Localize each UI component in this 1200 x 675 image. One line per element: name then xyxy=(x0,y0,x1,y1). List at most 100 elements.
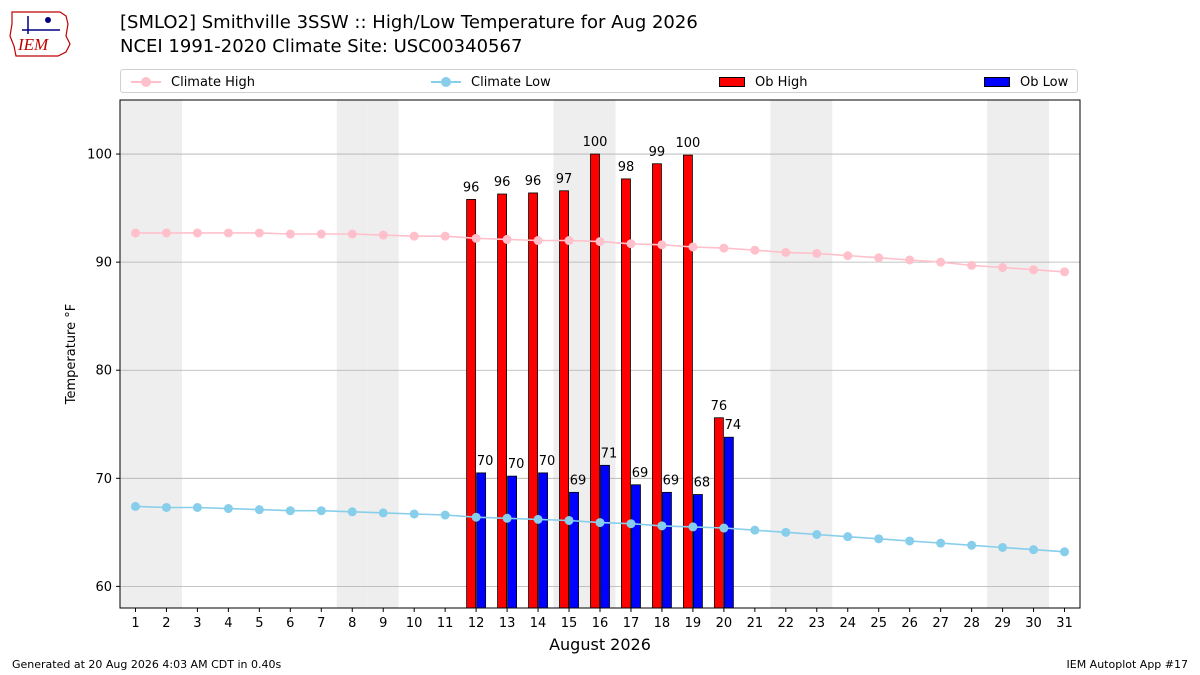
x-tick-label: 16 xyxy=(592,616,609,631)
x-tick-label: 30 xyxy=(1025,616,1042,631)
y-tick-label: 90 xyxy=(95,256,112,271)
climate-low-point xyxy=(440,510,450,520)
legend-label-climate-low: Climate Low xyxy=(471,74,551,90)
y-axis-label: Temperature °F xyxy=(64,304,79,405)
x-tick-label: 3 xyxy=(193,616,201,631)
x-tick-label: 31 xyxy=(1056,616,1073,631)
climate-high-point xyxy=(657,240,667,250)
climate-high-point xyxy=(1060,267,1070,277)
ob-high-label: 100 xyxy=(675,136,700,151)
x-tick-label: 6 xyxy=(286,616,294,631)
x-tick-label: 8 xyxy=(348,616,356,631)
climate-high-point xyxy=(998,263,1008,273)
climate-high-point xyxy=(471,233,481,243)
climate-high-point xyxy=(936,257,946,267)
climate-high-point xyxy=(626,239,636,249)
climate-low-point xyxy=(130,501,140,511)
climate-low-point xyxy=(657,521,667,531)
weekend-band xyxy=(987,100,1019,608)
x-tick-label: 28 xyxy=(963,616,980,631)
ob-high-label: 97 xyxy=(556,172,573,187)
ob-low-label: 71 xyxy=(601,446,618,461)
y-tick-label: 80 xyxy=(95,364,112,379)
ob-high-label: 96 xyxy=(463,180,480,195)
climate-low-point xyxy=(688,522,698,532)
climate-low-point xyxy=(595,518,605,528)
climate-high-point xyxy=(347,229,357,239)
ob-high-bar xyxy=(466,199,477,609)
ob-low-label: 70 xyxy=(539,454,556,469)
chart-subtitle: NCEI 1991-2020 Climate Site: USC00340567 xyxy=(120,36,523,57)
ob-low-label: 70 xyxy=(477,454,494,469)
ob-low-label: 69 xyxy=(570,473,587,488)
climate-low-point xyxy=(285,506,295,516)
x-tick-label: 2 xyxy=(162,616,170,631)
ob-high-label: 99 xyxy=(649,145,666,160)
climate-high-point xyxy=(409,231,419,241)
y-tick-label: 70 xyxy=(95,472,112,487)
ob-low-bar xyxy=(538,472,548,609)
climate-high-point xyxy=(533,236,543,246)
ob-low-bar xyxy=(600,464,610,609)
ob-high-bar xyxy=(590,153,600,609)
x-tick-label: 11 xyxy=(437,616,454,631)
climate-high-point xyxy=(316,229,326,239)
ob-high-label: 96 xyxy=(525,174,542,189)
climate-high-point xyxy=(192,228,202,238)
x-tick-label: 15 xyxy=(561,616,578,631)
climate-high-point xyxy=(688,242,698,252)
climate-low-point xyxy=(223,504,233,514)
weekend-band xyxy=(150,100,182,608)
ob-low-label: 69 xyxy=(663,473,680,488)
ob-low-label: 68 xyxy=(694,476,711,491)
ob-low-bar xyxy=(476,472,487,609)
x-tick-label: 27 xyxy=(932,616,949,631)
ob-high-label: 76 xyxy=(711,399,728,414)
legend-label-ob-low: Ob Low xyxy=(1020,74,1069,90)
climate-low-point xyxy=(254,505,264,515)
x-tick-label: 18 xyxy=(654,616,671,631)
ob-low-bar xyxy=(631,484,641,609)
climate-high-point xyxy=(223,228,233,238)
climate-high-point xyxy=(1029,265,1039,275)
plot-frame xyxy=(119,99,1081,609)
legend-label-ob-high: Ob High xyxy=(755,74,808,90)
x-tick-label: 24 xyxy=(839,616,856,631)
x-tick-label: 14 xyxy=(530,616,547,631)
climate-low-point xyxy=(347,507,357,517)
climate-high-point xyxy=(378,230,388,240)
legend-item-ob-low: Ob Low xyxy=(984,70,1068,94)
x-tick-label: 22 xyxy=(778,616,795,631)
climate-high-point xyxy=(719,243,729,253)
climate-high-point xyxy=(967,260,977,270)
weekend-band xyxy=(367,100,399,608)
climate-high-point xyxy=(130,228,140,238)
x-tick-label: 25 xyxy=(870,616,887,631)
ob-low-bar xyxy=(723,436,734,609)
climate-low-point xyxy=(192,502,202,512)
climate-high-point xyxy=(595,237,605,247)
x-tick-label: 5 xyxy=(255,616,263,631)
climate-low-point xyxy=(843,532,853,542)
weekend-band xyxy=(1018,100,1050,608)
iem-logo: IEM xyxy=(9,11,71,57)
weekend-band xyxy=(336,100,368,608)
climate-low-point xyxy=(316,506,326,516)
climate-high-point xyxy=(905,255,915,265)
x-tick-label: 1 xyxy=(131,616,139,631)
weekend-band xyxy=(770,100,802,608)
climate-high-point xyxy=(161,228,171,238)
x-axis-label: August 2026 xyxy=(549,635,651,654)
climate-low-point xyxy=(781,527,791,537)
y-tick-label: 100 xyxy=(87,148,112,163)
ob-high-bar xyxy=(683,154,693,609)
climate-low-point xyxy=(161,502,171,512)
generated-timestamp: Generated at 20 Aug 2026 4:03 AM CDT in … xyxy=(12,658,282,671)
ob-high-label: 98 xyxy=(618,160,635,175)
climate-high-point xyxy=(285,229,295,239)
climate-high-point xyxy=(781,247,791,257)
ob-high-bar xyxy=(559,190,569,609)
climate-low-point xyxy=(998,542,1008,552)
climate-low-point xyxy=(471,512,481,522)
